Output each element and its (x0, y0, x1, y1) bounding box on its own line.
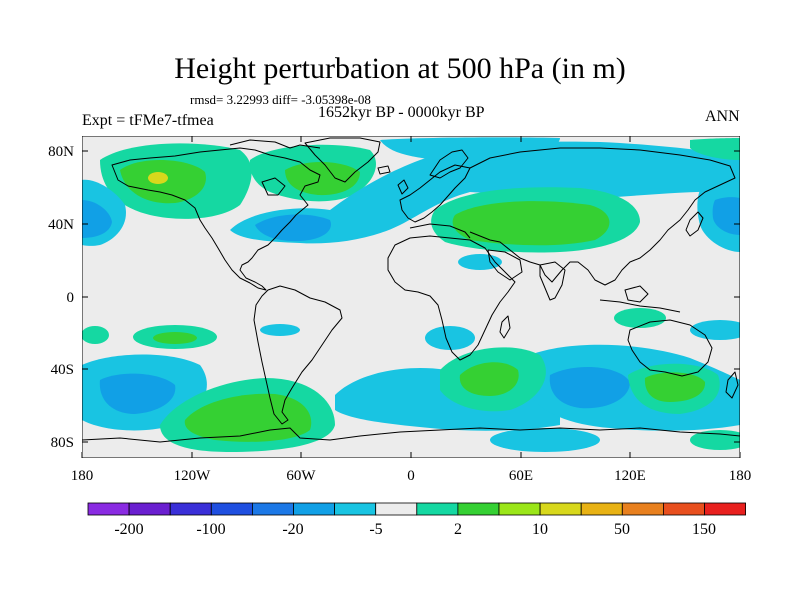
indonesia (599, 299, 681, 313)
anomaly-eastpacific-positive-core (153, 332, 197, 344)
lon-tick-label: 60E (509, 468, 533, 484)
experiment-label: Expt = tFMe7-tfmea (82, 112, 214, 129)
asia-coastline (469, 147, 736, 286)
period-label: 1652kyr BP - 0000kyr BP (318, 104, 485, 121)
anomaly-eurasia-positive-core (452, 201, 610, 246)
lon-tick-label: 0 (407, 468, 415, 484)
coastlines (82, 137, 740, 443)
anomaly-drake-positive-core (184, 393, 312, 442)
lon-tick-label: 120W (174, 468, 212, 484)
colorbar-box (580, 502, 623, 516)
scandinavia (429, 149, 469, 179)
colorbar-box (375, 502, 418, 516)
lat-tick-label: 80S (51, 435, 74, 451)
anomaly-fields (82, 137, 740, 452)
africa-coastline (387, 235, 516, 361)
colorbar-box (210, 502, 253, 516)
british-isles (397, 179, 409, 195)
lat-tick-label: 40N (48, 217, 74, 233)
mediterranean (409, 223, 471, 239)
anomaly-canada-positive-core (285, 161, 360, 196)
colorbar-labels: -200 -100 -20 -5 2 10 50 150 (114, 521, 716, 538)
anomaly-east-pacific-negative-core (712, 197, 740, 235)
colorbar-box (621, 502, 664, 516)
hudson-bay (261, 177, 286, 196)
anomaly-arctic-negative (380, 137, 560, 162)
anomaly-antarctic-negative (490, 428, 600, 452)
colorbar-label: -100 (196, 521, 225, 538)
anomaly-south-australia-positive-core (644, 372, 706, 402)
lon-tick-label: 180 (71, 468, 94, 484)
colorbar-box (169, 502, 212, 516)
anomaly-west-tropical-positive (82, 326, 109, 344)
colorbar-label: 2 (454, 521, 462, 538)
lon-tick-label: 60W (286, 468, 316, 484)
colorbar (87, 502, 746, 516)
colorbar-box (704, 502, 746, 516)
anomaly-indian-positive (614, 308, 666, 328)
colorbar-box (293, 502, 335, 516)
colorbar-box (416, 502, 459, 516)
anomaly-south-indian-positive-core (459, 362, 519, 396)
lat-tick-label: 80N (48, 144, 74, 160)
south-america-coastline (253, 285, 343, 425)
colorbar-label: 50 (614, 521, 630, 538)
lat-tick-label: 0 (67, 290, 75, 306)
colorbar-box (457, 502, 500, 516)
anomaly-wpacific-negative (690, 320, 740, 340)
anomaly-siberia-positive (690, 138, 740, 160)
colorbar-label: -20 (282, 521, 303, 538)
madagascar (499, 315, 511, 339)
anomaly-south-america-negative (260, 324, 300, 336)
colorbar-label: 150 (692, 521, 716, 538)
colorbar-box (498, 502, 541, 516)
india (539, 261, 566, 301)
arabian-peninsula (487, 249, 523, 281)
borneo (624, 285, 649, 303)
new-zealand (725, 371, 739, 399)
anomaly-atlantic-negative-core (255, 214, 331, 242)
anomaly-south-atlantic-negative (425, 326, 475, 350)
iceland (377, 165, 391, 175)
australia-coastline (627, 319, 713, 377)
colorbar-box (128, 502, 171, 516)
anomaly-southern-ocean-negative (335, 367, 560, 431)
colorbar-label: -200 (114, 521, 143, 538)
colorbar-label: -5 (369, 521, 382, 538)
colorbar-box (539, 502, 582, 516)
europe-coastline (399, 164, 471, 223)
season-label: ANN (705, 108, 740, 125)
lat-axis: 80N 40N 0 40S 80S (48, 144, 740, 451)
page-title: Height perturbation at 500 hPa (in m) (174, 52, 626, 85)
antarctica-coastline (82, 427, 740, 443)
canadian-archipelago (229, 139, 321, 149)
lon-tick-label: 120E (614, 468, 646, 484)
rmsd-diff-stats: rmsd= 3.22993 diff= -3.05398e-08 (190, 92, 371, 107)
anomaly-npacific-negative-core (82, 200, 112, 238)
japan (685, 211, 704, 237)
colorbar-box (87, 502, 130, 516)
colorbar-box (663, 502, 705, 516)
anomaly-sahara-negative (458, 254, 502, 270)
greenland (304, 137, 381, 183)
map-plot-area (82, 136, 740, 458)
anomaly-indian-south-negative-core (549, 366, 630, 409)
lon-axis: 180 120W 60W 0 60E 120E 180 (71, 136, 752, 484)
lat-tick-label: 40S (51, 362, 74, 378)
lon-tick-label: 180 (729, 468, 752, 484)
anomaly-alaska-peak (148, 172, 168, 184)
colorbar-label: 10 (532, 521, 548, 538)
colorbar-box (251, 502, 294, 516)
colorbar-box (334, 502, 377, 516)
anomaly-spacific-negative-core (99, 373, 176, 414)
north-america-coastline (111, 147, 321, 291)
